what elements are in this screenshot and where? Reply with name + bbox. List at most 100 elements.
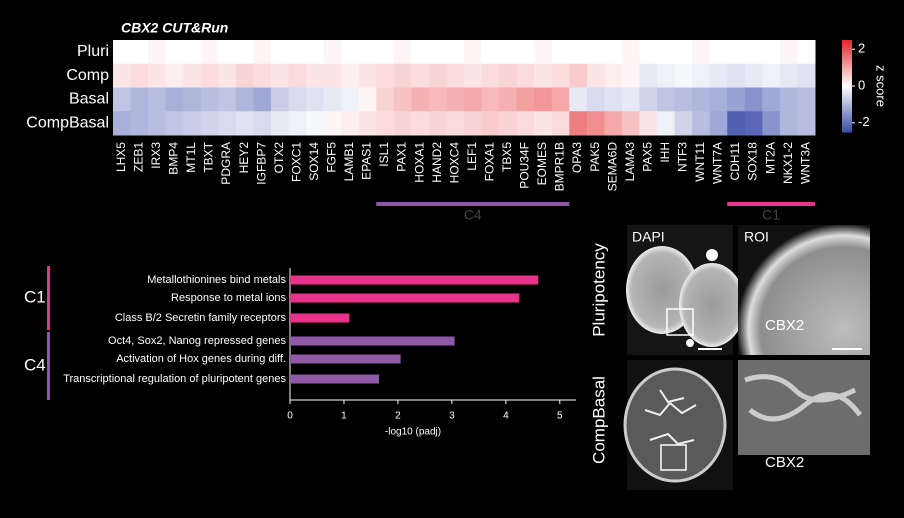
nucleus — [679, 263, 745, 347]
heat-cell — [358, 63, 377, 88]
heat-cell — [130, 63, 149, 88]
heat-cell — [481, 40, 500, 65]
heat-cell — [306, 40, 325, 65]
heat-cell — [148, 40, 167, 65]
heat-cell — [762, 40, 781, 65]
spot — [686, 339, 694, 347]
heat-cell — [183, 87, 202, 112]
heat-cell — [113, 87, 132, 112]
column-label: BMPR1B — [553, 142, 567, 191]
heat-cell — [253, 87, 272, 112]
heat-cell — [534, 111, 553, 136]
colorbar-step — [842, 74, 852, 78]
colorbar-step — [842, 109, 852, 112]
heat-cell — [446, 87, 465, 112]
heat-cell — [411, 63, 430, 88]
heat-cell — [428, 87, 447, 112]
heat-cell — [797, 87, 816, 112]
heat-cell — [288, 87, 307, 112]
heat-cell — [762, 63, 781, 88]
colorbar-step — [842, 83, 852, 87]
colorbar-step — [842, 53, 852, 57]
colorbar-step — [842, 120, 852, 124]
heat-cell — [586, 63, 605, 88]
heat-cell — [604, 63, 623, 88]
heat-cell — [393, 40, 412, 65]
heat-cell — [253, 40, 272, 65]
column-label: NKX1-2 — [781, 142, 795, 184]
heat-cell — [569, 111, 588, 136]
heat-cell — [534, 87, 553, 112]
column-label: PAX1 — [395, 142, 409, 172]
heat-cell — [604, 87, 623, 112]
heat-cell — [235, 40, 254, 65]
heat-cell — [779, 40, 798, 65]
heat-cell — [165, 111, 184, 136]
heat-cell — [709, 63, 728, 88]
texture — [744, 374, 863, 422]
colorbar-step — [842, 69, 852, 73]
heat-cell — [323, 40, 342, 65]
heat-cell — [393, 63, 412, 88]
heat-cell — [323, 87, 342, 112]
colorbar-step — [842, 95, 852, 98]
column-label: EOMES — [535, 142, 549, 185]
column-label: ISL1 — [377, 142, 391, 167]
heat-cell — [657, 63, 676, 88]
heat-cell — [218, 40, 237, 65]
column-label: MT2A — [763, 142, 777, 174]
heat-cell — [341, 111, 360, 136]
column-label: HEY2 — [237, 142, 251, 174]
bar — [290, 313, 350, 323]
x-tick-label: 4 — [503, 411, 509, 422]
category-label: Class B/2 Secretin family receptors — [115, 312, 287, 324]
heat-cell — [446, 63, 465, 88]
heat-cell — [130, 111, 149, 136]
image-panel — [738, 225, 870, 355]
heat-cell — [183, 111, 202, 136]
heat-cell — [464, 63, 483, 88]
group-bracket — [47, 266, 50, 330]
colorbar-step — [842, 127, 852, 131]
heat-cell — [797, 111, 816, 136]
heat-cell — [516, 111, 535, 136]
column-label: NTF3 — [676, 142, 690, 172]
heat-cell — [253, 111, 272, 136]
x-tick-label: 1 — [341, 411, 347, 422]
heat-cell — [376, 87, 395, 112]
column-label: WNT7A — [711, 142, 725, 184]
group-label: C4 — [24, 355, 46, 374]
colorbar-step — [842, 86, 852, 89]
heat-cell — [744, 63, 763, 88]
heat-cell — [165, 63, 184, 88]
heat-cell — [621, 40, 640, 65]
column-label: FGF5 — [325, 142, 339, 173]
colorbar-step — [842, 88, 852, 92]
colorbar-step — [842, 106, 852, 110]
row-label: Basal — [69, 91, 109, 108]
column-label: POU34F — [518, 142, 532, 189]
column-label: LAMA3 — [623, 142, 637, 182]
colorbar-step — [842, 111, 852, 115]
column-label: MT1L — [184, 142, 198, 173]
colorbar-step — [842, 102, 852, 105]
colorbar-step — [842, 51, 852, 55]
colorbar-step — [842, 46, 852, 50]
x-tick-label: 5 — [557, 411, 563, 422]
heat-cell — [551, 40, 570, 65]
colorbar-step — [842, 97, 852, 101]
chart-title: CBX2 CUT&Run — [121, 20, 228, 36]
colorbar-step — [842, 67, 852, 71]
heat-cell — [235, 111, 254, 136]
column-label: PAK5 — [588, 142, 602, 172]
colorbar-step — [842, 81, 852, 85]
image-label: CBX2 — [765, 317, 804, 334]
heat-cell — [428, 40, 447, 65]
heat-cell — [411, 87, 430, 112]
heat-cell — [779, 63, 798, 88]
heat-cell — [218, 87, 237, 112]
roi-box — [660, 444, 687, 471]
heat-cell — [674, 40, 693, 65]
colorbar-step — [842, 122, 852, 126]
column-label: CDH11 — [728, 142, 742, 181]
